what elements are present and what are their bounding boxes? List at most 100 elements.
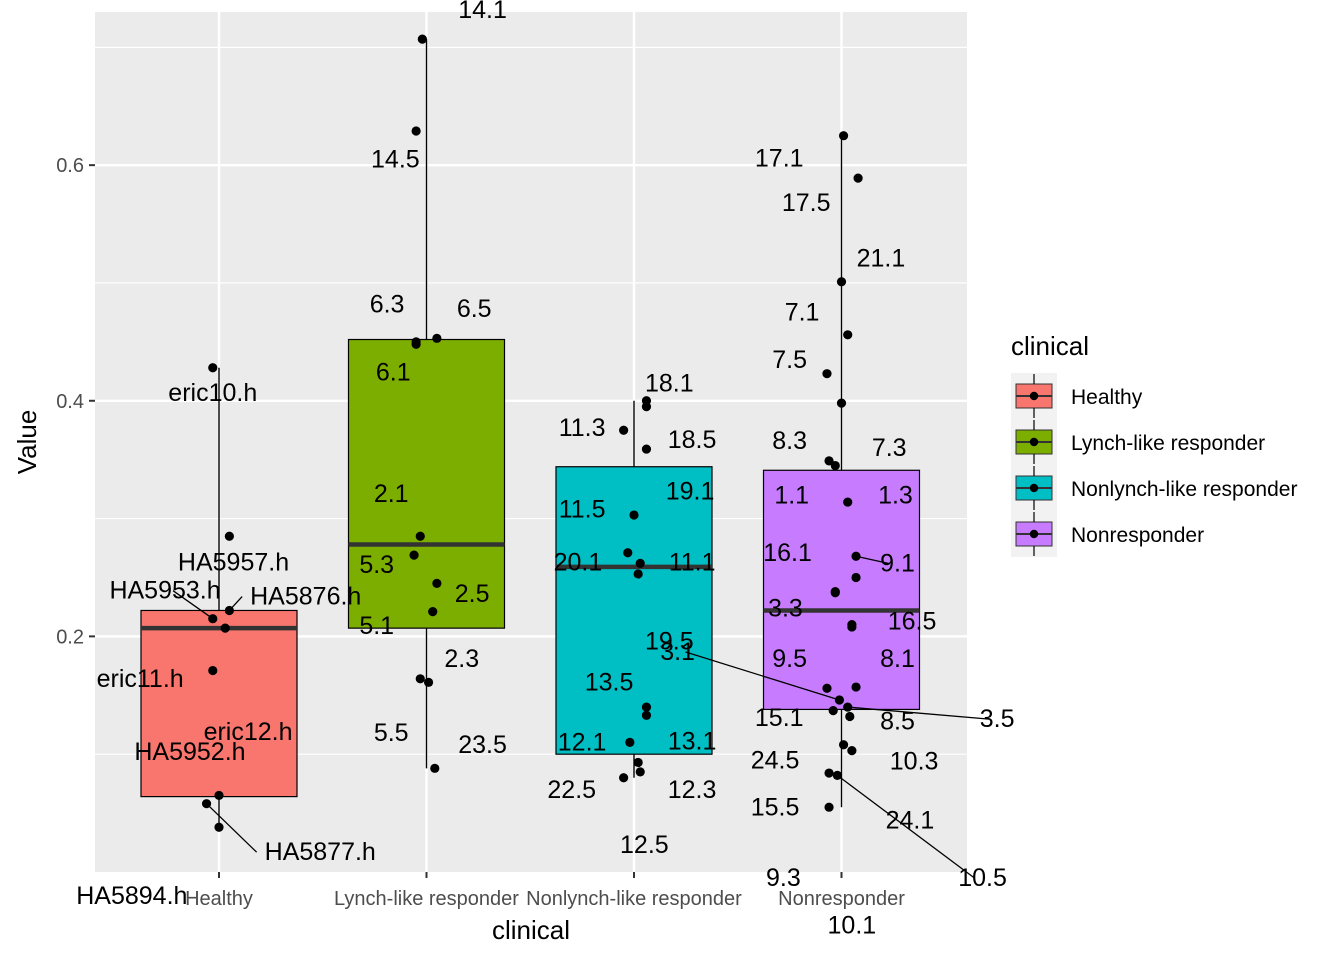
point-label: 17.5	[782, 189, 831, 217]
leader-line	[685, 651, 840, 701]
data-point	[633, 569, 643, 579]
point-label: 5.3	[359, 551, 394, 579]
y-tick-label: 0.4	[56, 391, 84, 413]
data-point	[851, 572, 861, 583]
point-label: 3.3	[768, 594, 803, 622]
point-label: 23.5	[458, 731, 507, 759]
data-point	[853, 173, 863, 183]
data-point	[843, 497, 853, 507]
data-point	[208, 363, 218, 373]
point-label: 19.5	[645, 627, 694, 655]
box-0	[140, 609, 298, 798]
data-point	[633, 757, 643, 768]
point-label: HA5876.h	[250, 583, 361, 611]
point-label: 5.5	[374, 719, 409, 747]
data-point	[851, 682, 861, 692]
data-point	[641, 402, 652, 412]
legend-label: Nonresponder	[1071, 524, 1204, 547]
point-label: 7.1	[785, 299, 820, 327]
x-axis: Healthy Lynch-like responder Nonlynch-like…	[185, 872, 905, 910]
point-label: 12.1	[558, 729, 607, 757]
data-point	[201, 799, 212, 809]
data-point	[208, 665, 218, 676]
point-label: 9.1	[880, 550, 915, 578]
data-point	[417, 34, 427, 44]
data-point	[824, 802, 834, 812]
x-tick-label: Lynch-like responder	[334, 888, 519, 910]
data-point	[641, 702, 652, 712]
legend-key-point	[1029, 391, 1039, 401]
data-points	[201, 34, 863, 832]
data-point	[224, 531, 234, 541]
data-point	[415, 531, 425, 541]
point-label: 13.1	[668, 727, 717, 755]
y-tick-label: 0.6	[56, 155, 84, 177]
data-point	[635, 558, 645, 568]
point-label: 15.5	[751, 793, 800, 821]
point-label: 11.3	[559, 414, 606, 442]
data-point	[224, 605, 234, 616]
point-label: 8.5	[880, 707, 915, 735]
point-label: 16.5	[888, 607, 937, 635]
point-label: 16.1	[763, 539, 812, 567]
data-point	[836, 277, 847, 287]
legend-label: Lynch-like responder	[1071, 432, 1265, 455]
data-point	[838, 131, 849, 141]
data-point	[432, 578, 442, 588]
point-label: 18.5	[668, 426, 717, 454]
data-point	[423, 677, 434, 687]
point-label: 14.5	[371, 146, 420, 174]
y-axis-title: Value	[12, 410, 42, 475]
point-label: 22.5	[547, 776, 596, 804]
data-point	[220, 623, 230, 633]
data-point	[851, 551, 861, 561]
point-label: eric12.h	[204, 718, 293, 746]
point-label: HA5877.h	[265, 838, 376, 866]
point-label: 8.3	[772, 427, 807, 455]
whiskers	[218, 39, 843, 828]
data-point	[828, 706, 838, 716]
legend-key-point	[1029, 483, 1039, 493]
point-label: 3.5	[980, 705, 1015, 733]
data-point	[214, 790, 224, 801]
point-label: 9.3	[766, 864, 801, 892]
point-label: 10.1	[828, 911, 877, 939]
data-point	[641, 444, 652, 454]
point-label: eric11.h	[97, 665, 184, 693]
data-point	[641, 710, 652, 720]
data-point	[843, 702, 853, 712]
point-label: 24.1	[886, 806, 935, 834]
data-point	[214, 822, 224, 832]
legend-label: Healthy	[1071, 386, 1143, 409]
data-point	[822, 683, 832, 693]
point-label: 20.1	[554, 548, 603, 576]
point-label: 8.1	[880, 645, 915, 673]
point-label: 19.1	[666, 478, 715, 506]
data-point	[834, 695, 845, 705]
point-label: 6.5	[457, 295, 492, 323]
point-label: 6.1	[376, 359, 411, 387]
legend-key-point	[1029, 529, 1039, 539]
data-point	[432, 333, 442, 343]
boxes	[140, 338, 921, 798]
point-label: eric10.h	[168, 379, 257, 407]
point-label: 6.3	[370, 290, 405, 318]
point-label: 7.5	[772, 346, 807, 374]
data-point	[411, 126, 421, 136]
legend-label: Nonlynch-like responder	[1071, 478, 1297, 501]
point-label: 9.5	[772, 645, 807, 673]
point-label: 17.1	[755, 144, 804, 172]
data-point	[208, 614, 218, 624]
y-axis: 0.2 0.4 0.6	[56, 155, 95, 648]
y-tick-label: 0.2	[56, 626, 84, 648]
point-label: 21.1	[857, 244, 906, 272]
leader-line	[836, 774, 975, 879]
point-labels: eric10.h HA5957.h HA5876.h HA5953.h eric11.h…	[76, 0, 1014, 939]
point-label: 2.1	[374, 480, 409, 508]
x-tick-label: Nonresponder	[778, 888, 905, 910]
data-point	[847, 746, 857, 756]
point-label: 1.1	[774, 481, 809, 509]
point-label: 3.1	[660, 638, 695, 666]
data-point	[824, 768, 834, 778]
